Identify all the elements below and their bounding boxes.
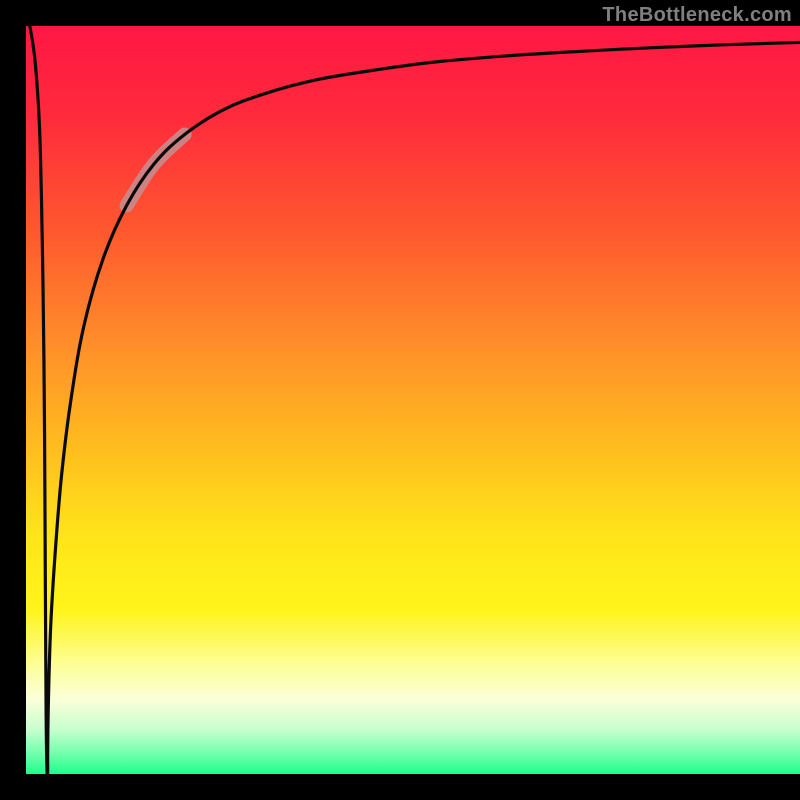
chart-svg — [0, 0, 800, 800]
gradient-plot-area — [26, 26, 800, 774]
chart-container: TheBottleneck.com — [0, 0, 800, 800]
watermark-text: TheBottleneck.com — [602, 4, 792, 27]
